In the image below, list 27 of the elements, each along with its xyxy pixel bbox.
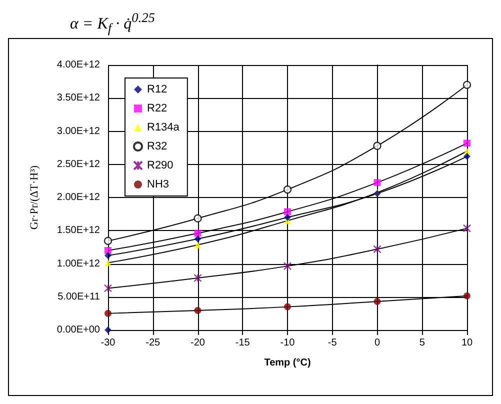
x-tick-label: 0 — [374, 338, 380, 348]
legend-label: R32 — [147, 140, 168, 152]
x-tick-label: 5 — [419, 338, 426, 348]
legend-label: R134a — [147, 122, 180, 134]
x-axis-title: Temp (°C) — [264, 358, 311, 368]
y-tick-label: 0.00E+00 — [56, 324, 100, 336]
y-tick-label: 5.00E+11 — [58, 291, 100, 302]
y-tick-label: 4.00E+12 — [56, 60, 100, 70]
x-tick-label: -25 — [146, 338, 161, 348]
x-tick-label: 10 — [461, 338, 473, 348]
y-tick-label: 3.00E+12 — [56, 126, 100, 137]
x-tick-label: -20 — [190, 338, 206, 348]
y-tick-label: 3.50E+12 — [56, 92, 100, 104]
legend-label: NH3 — [147, 178, 170, 190]
x-tick-label: -5 — [328, 338, 338, 348]
legend-label: R290 — [147, 160, 174, 172]
legend-label: R22 — [147, 102, 168, 114]
legend-label: R12 — [147, 84, 168, 96]
y-tick-label: 1.50E+12 — [56, 225, 100, 236]
y-tick-label: 2.50E+12 — [56, 158, 100, 170]
y-tick-label: 1.00E+12 — [56, 258, 100, 270]
x-tick-label: -10 — [280, 338, 296, 348]
x-tick-label: -30 — [100, 338, 116, 348]
y-tick-label: 2.00E+12 — [56, 192, 100, 203]
y-axis-title: Gr·Pr/(ΔT·H³) — [28, 165, 40, 230]
chart-title: α = K$_{f}$ · q̇$^{0.25}$ — [70, 10, 155, 37]
x-tick-label: -15 — [235, 338, 250, 348]
